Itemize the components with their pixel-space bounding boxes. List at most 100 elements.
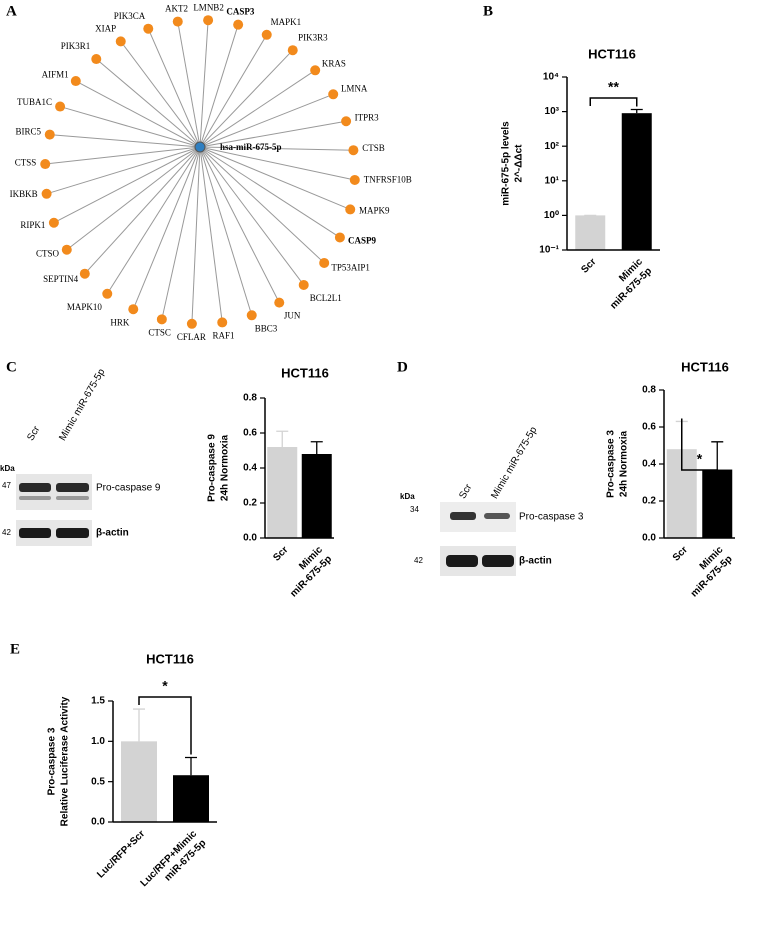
node: [345, 204, 356, 215]
node: [334, 232, 345, 243]
node-label: TP53AIP1: [331, 262, 370, 272]
bar: [575, 215, 606, 250]
node-label: HRK: [110, 317, 130, 327]
x-tick-label: Scr: [671, 544, 690, 563]
node-label: RIPK1: [20, 220, 45, 230]
node: [55, 101, 66, 112]
node-label: CASP3: [226, 7, 255, 17]
node-label: AIFM1: [42, 70, 69, 80]
edge: [199, 146, 325, 264]
x-tick-label: MimicmiR-675-5p: [599, 256, 654, 311]
band-label: β-actin: [519, 556, 552, 567]
y-tick-label: 0.8: [243, 393, 257, 404]
node: [203, 15, 214, 26]
y-tick-label: 0.8: [642, 385, 656, 396]
node: [274, 297, 285, 308]
y-tick-label: 0.4: [243, 463, 257, 474]
y-axis-label: 2^-ΔΔct: [514, 144, 525, 183]
node: [172, 16, 183, 27]
node: [319, 257, 330, 268]
y-tick-label: 10⁴: [543, 72, 559, 83]
error-bar: [276, 430, 289, 447]
y-tick-label: 10¹: [545, 175, 560, 186]
edge: [95, 58, 201, 148]
node-label: LMNB2: [193, 2, 224, 12]
node-label: JUN: [284, 311, 301, 321]
significance-bracket: [681, 418, 718, 478]
node-label: BBC3: [255, 323, 278, 333]
edge: [199, 146, 223, 323]
chart-title: HCT116: [146, 651, 194, 666]
edge: [199, 146, 280, 303]
lane-label: Scr: [25, 424, 42, 443]
y-axis-label: Pro-caspase 3: [47, 727, 58, 795]
node-label: CTSC: [148, 327, 171, 337]
x-tick-label: Scr: [271, 544, 290, 563]
edge: [53, 146, 201, 224]
kda-label: kDa: [0, 464, 15, 473]
band: [56, 496, 89, 500]
y-tick-label: 0.4: [642, 459, 656, 470]
edge: [161, 146, 201, 320]
edge: [199, 24, 239, 148]
node: [70, 76, 81, 87]
y-tick-label: 0.0: [243, 533, 257, 544]
error-bar: [185, 756, 197, 776]
node: [91, 54, 102, 65]
edge: [75, 80, 201, 148]
band: [19, 496, 51, 500]
edge: [199, 49, 294, 148]
chart-title: HCT116: [281, 365, 329, 380]
edge: [106, 146, 201, 295]
node: [41, 188, 52, 199]
node: [298, 279, 309, 290]
marker-label: 34: [410, 505, 419, 514]
edge: [49, 134, 201, 148]
band: [19, 528, 51, 538]
node: [310, 65, 321, 76]
bar: [301, 454, 332, 538]
node: [102, 288, 113, 299]
band: [450, 512, 476, 520]
edge: [199, 93, 334, 148]
band: [56, 483, 89, 492]
x-tick-label-line: Scr: [671, 544, 690, 563]
bar: [621, 113, 652, 250]
panel-label: A: [6, 3, 17, 19]
y-tick-label: 10³: [545, 106, 560, 117]
panel-label: E: [10, 641, 20, 657]
edge: [199, 146, 354, 151]
y-tick-label: 0.2: [243, 498, 257, 509]
y-axis-label: Pro-caspase 9: [207, 434, 218, 502]
edge: [147, 28, 201, 148]
y-axis-label: 24h Normoxia: [619, 430, 630, 497]
error-bar: [630, 108, 643, 114]
node: [48, 217, 59, 228]
marker-label: 47: [2, 481, 11, 490]
y-tick-label: 1.5: [91, 696, 105, 707]
node: [349, 174, 360, 185]
band: [482, 555, 514, 567]
bar: [173, 775, 209, 822]
y-tick-label: 10²: [545, 141, 560, 152]
node: [61, 244, 72, 255]
y-tick-label: 0.0: [642, 533, 656, 544]
chart-title: HCT116: [681, 359, 729, 374]
significance-label: **: [608, 79, 619, 95]
node: [79, 268, 90, 279]
bar: [121, 741, 157, 822]
edge: [66, 146, 201, 251]
y-axis-label: miR-675-5p levels: [501, 121, 512, 206]
x-tick-label: Scr: [579, 256, 598, 275]
significance-label: *: [162, 678, 168, 694]
x-tick-label-line: Luc/RFP+Scr: [95, 828, 147, 880]
node: [261, 29, 272, 40]
node: [115, 36, 126, 47]
node: [186, 318, 197, 329]
edge: [120, 41, 201, 148]
center-label: hsa-miR-675-5p: [220, 142, 282, 152]
node-label: XIAP: [95, 23, 116, 33]
marker-label: 42: [2, 528, 11, 537]
node-label: TNFRSF10B: [364, 174, 412, 184]
